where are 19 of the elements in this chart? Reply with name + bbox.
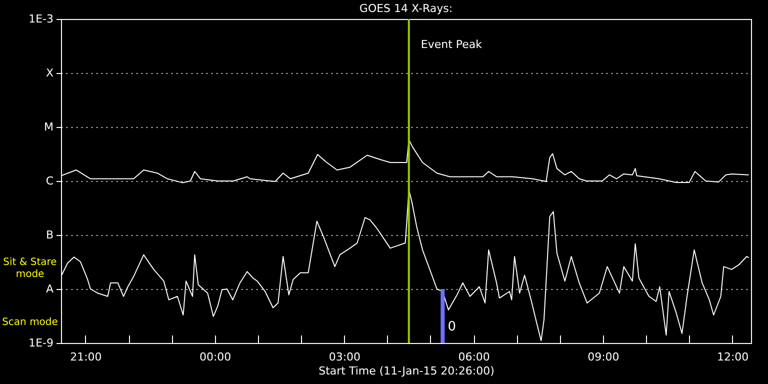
y-tick-label: A <box>46 282 54 296</box>
x-tick-label: 12:00 <box>716 350 749 364</box>
y-tick-label: X <box>46 66 54 80</box>
y-tick-label: 1E-3 <box>28 12 54 26</box>
ref-line-label: Event Peak <box>420 38 483 51</box>
x-axis-title: Start Time (11-Jan-15 20:26:00) <box>318 364 494 378</box>
x-tick-label: 06:00 <box>458 350 490 364</box>
chart-title: GOES 14 X-Rays: <box>359 2 453 15</box>
annotation: 0 <box>448 320 456 335</box>
text: Sit & Stare mode <box>3 257 57 280</box>
y-tick-label: M <box>44 120 54 134</box>
y-tick-label: C <box>46 174 54 188</box>
x-tick-label: 09:00 <box>588 350 620 364</box>
text: Scan mode <box>2 317 58 328</box>
x-tick-label: 00:00 <box>199 350 232 364</box>
x-tick-label: 03:00 <box>328 350 361 364</box>
y-tick-label: B <box>46 228 54 242</box>
x-tick-label: 21:00 <box>70 350 102 364</box>
y-tick-label: 1E-9 <box>28 336 54 350</box>
